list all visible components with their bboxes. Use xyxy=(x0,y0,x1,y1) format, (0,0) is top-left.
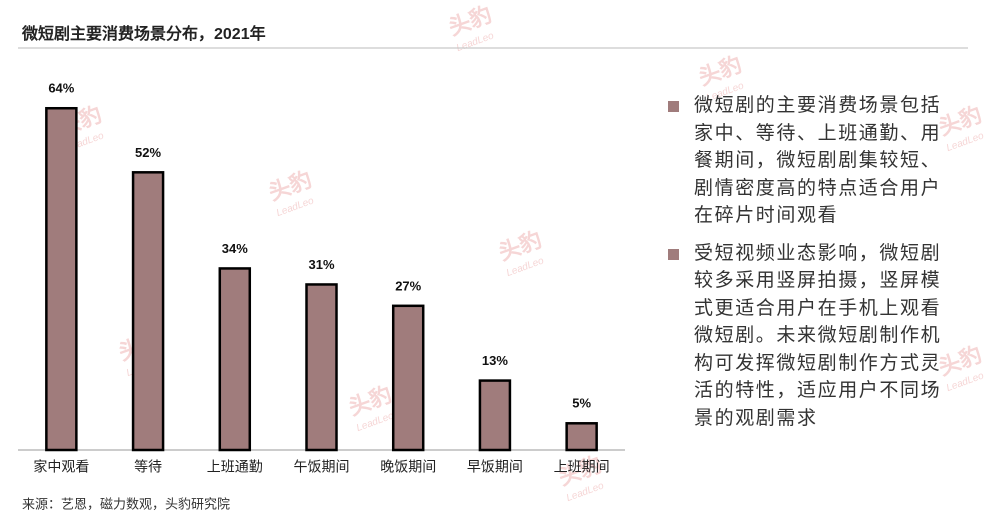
bar xyxy=(478,379,512,452)
value-label: 27% xyxy=(395,278,421,293)
value-label: 13% xyxy=(482,353,508,368)
value-label: 52% xyxy=(135,145,161,160)
note: 受短视频业态影响，微短剧较多采用竖屏拍摄，竖屏模式更适合用户在手机上观看微短剧。… xyxy=(664,240,954,433)
x-tick-label: 晚饭期间 xyxy=(380,459,436,475)
chart-title: 微短剧主要消费场景分布，2021年 xyxy=(21,24,266,43)
x-tick-label: 家中观看 xyxy=(33,459,89,475)
x-tick-label: 早饭期间 xyxy=(467,459,523,475)
bar xyxy=(565,422,598,452)
notes: 微短剧的主要消费场景包括家中、等待、上班通勤、用餐期间，微短剧剧集较短、剧情密度… xyxy=(664,92,954,442)
source: 来源：艺恩，磁力数观，头豹研究院 xyxy=(22,496,230,511)
x-tick-label: 等待 xyxy=(134,459,162,475)
x-tick-label: 上班通勤 xyxy=(207,459,263,475)
value-label: 34% xyxy=(222,241,248,256)
value-label: 64% xyxy=(48,81,74,96)
bar xyxy=(391,304,425,452)
note: 微短剧的主要消费场景包括家中、等待、上班通勤、用餐期间，微短剧剧集较短、剧情密度… xyxy=(664,92,954,230)
bar xyxy=(218,267,252,452)
x-tick-label: 上班期间 xyxy=(554,459,610,475)
value-label: 31% xyxy=(308,257,334,272)
bar xyxy=(131,171,165,452)
bar xyxy=(45,106,78,452)
bar xyxy=(305,283,338,452)
x-tick-label: 午饭期间 xyxy=(294,459,350,475)
value-label: 5% xyxy=(572,396,591,411)
